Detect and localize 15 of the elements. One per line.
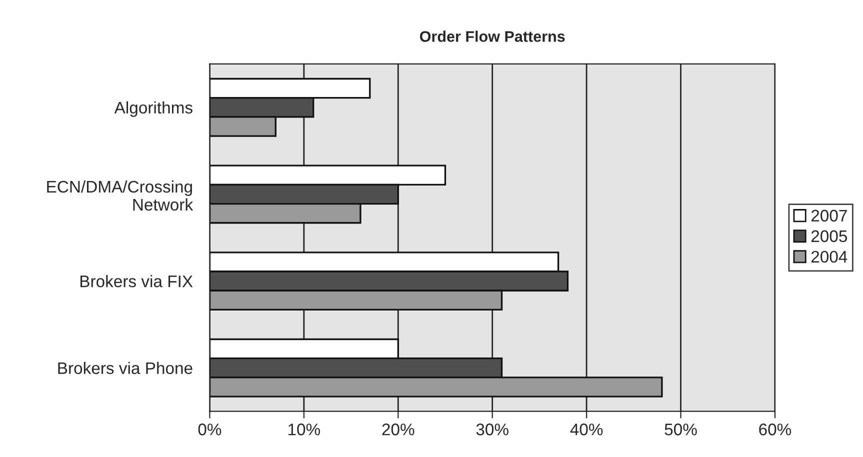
legend-label: 2005 bbox=[811, 230, 848, 242]
y-tick-label: Brokers via Phone bbox=[58, 362, 192, 374]
x-tick-label: 40% bbox=[570, 424, 603, 436]
x-tick-label: 50% bbox=[664, 424, 697, 436]
legend-label: 2007 bbox=[811, 210, 847, 222]
y-tick-label: Algorithms bbox=[114, 101, 192, 117]
y-tick-label: Brokers via FIX bbox=[80, 275, 193, 288]
y-tick-label: ECN/DMA/Crossing Network bbox=[47, 180, 194, 211]
x-tick-label: 10% bbox=[288, 424, 320, 436]
x-tick-label: 20% bbox=[382, 424, 414, 436]
x-tick-label: 0% bbox=[198, 424, 222, 436]
chart-title: Order Flow Patterns bbox=[420, 30, 565, 42]
x-tick-label: 30% bbox=[476, 424, 508, 436]
legend-label: 2004 bbox=[811, 250, 848, 263]
x-tick-label: 60% bbox=[759, 424, 792, 436]
